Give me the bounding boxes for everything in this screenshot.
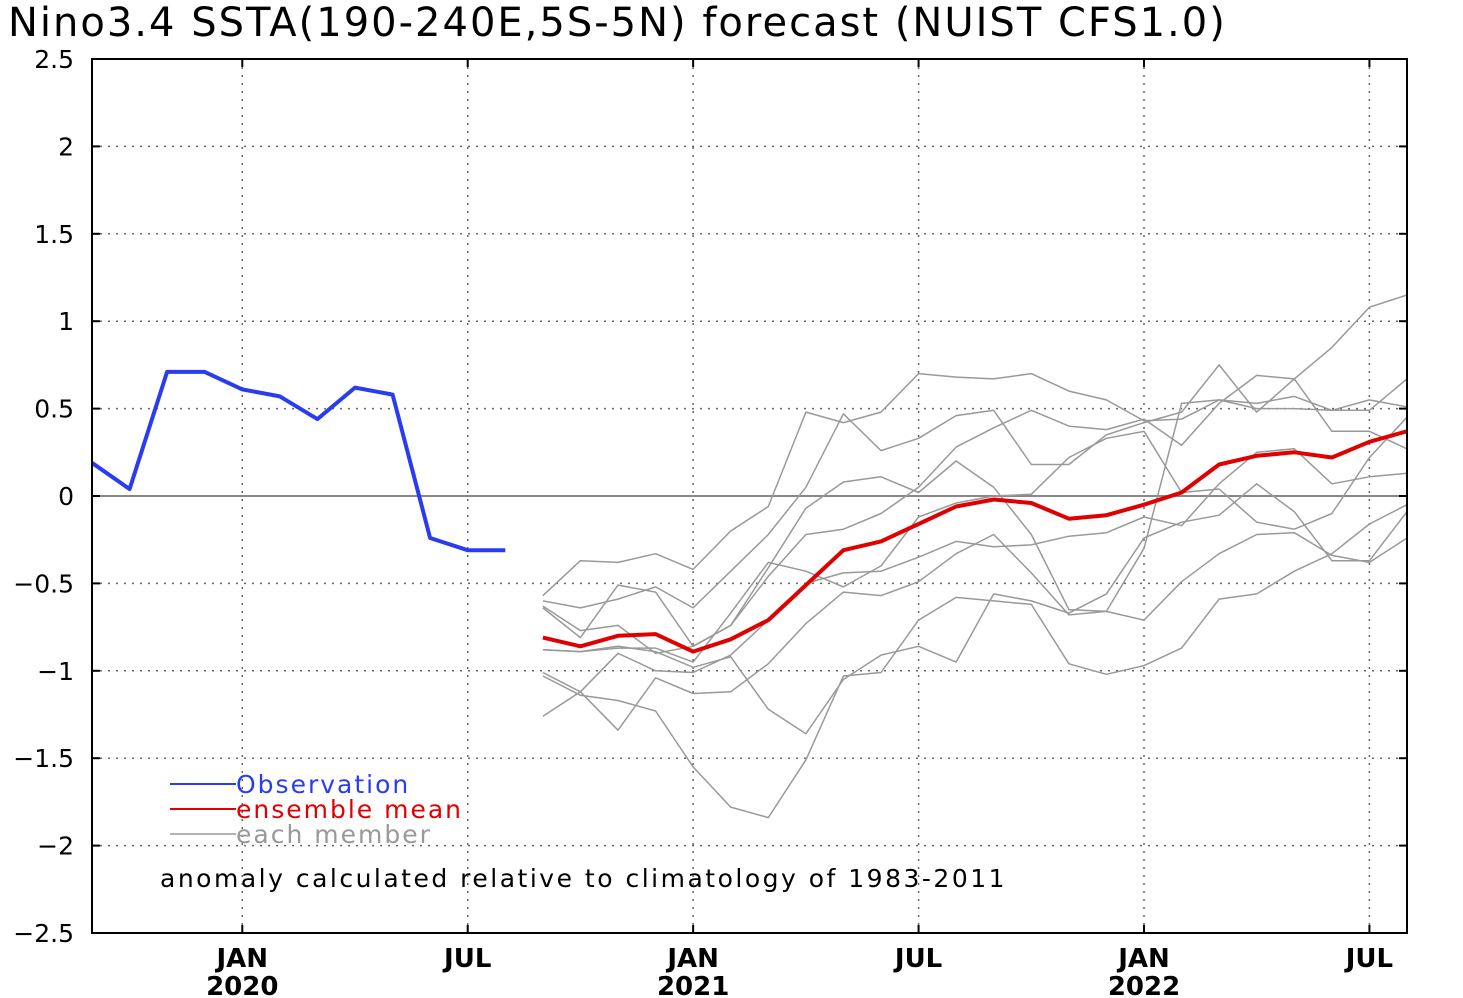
x-tick-label: JAN	[215, 944, 269, 974]
x-tick-label: JUL	[1344, 944, 1393, 974]
y-tick-label: 2.5	[34, 45, 74, 74]
x-tick-label: JUL	[893, 944, 942, 974]
y-tick-label: 1.5	[34, 220, 74, 249]
y-tick-label: −1	[37, 657, 74, 686]
member-series-line	[542, 448, 1408, 693]
member-series-line	[542, 416, 1408, 663]
x-tick-label: JAN	[1116, 944, 1170, 974]
y-tick-label: 2	[58, 132, 74, 161]
main-series-group	[90, 369, 1408, 654]
legend-ensemble-mean-label: ensemble mean	[236, 795, 463, 824]
chart-title: Nino3.4 SSTA(190-240E,5S-5N) forecast (N…	[8, 0, 1227, 46]
member-series-line	[542, 504, 1408, 819]
x-tick-year-label: 2021	[657, 972, 729, 998]
y-tick-label: −0.5	[13, 569, 74, 598]
member-series-line	[542, 364, 1408, 609]
y-tick-label: −2	[37, 832, 74, 861]
y-tick-label: 1	[58, 307, 74, 336]
legend-each-member-label: each member	[236, 820, 432, 849]
member-series-line	[542, 483, 1408, 735]
x-tick-label: JAN	[665, 944, 719, 974]
member-series-line	[542, 531, 1408, 731]
x-tick-year-label: 2022	[1108, 972, 1180, 998]
observation-series-line	[90, 369, 506, 553]
x-tick-year-label: 2020	[206, 972, 278, 998]
ensemble-mean-series-line	[542, 429, 1408, 654]
member-series-group	[542, 294, 1408, 819]
y-axis-ticks: −2.5 −2 −1.5 −1 −0.5 0 0.5 1 1.5 2 2.5	[13, 45, 1407, 948]
gridlines	[92, 59, 1407, 933]
y-tick-label: 0	[58, 482, 74, 511]
y-tick-label: −2.5	[13, 919, 74, 948]
x-tick-label: JUL	[442, 944, 491, 974]
member-series-line	[542, 378, 1408, 648]
legend-observation-label: Observation	[236, 770, 410, 799]
climatology-annotation: anomaly calculated relative to climatolo…	[160, 864, 1007, 893]
member-series-line	[542, 372, 1408, 597]
y-tick-label: 0.5	[34, 395, 74, 424]
y-tick-label: −1.5	[13, 744, 74, 773]
